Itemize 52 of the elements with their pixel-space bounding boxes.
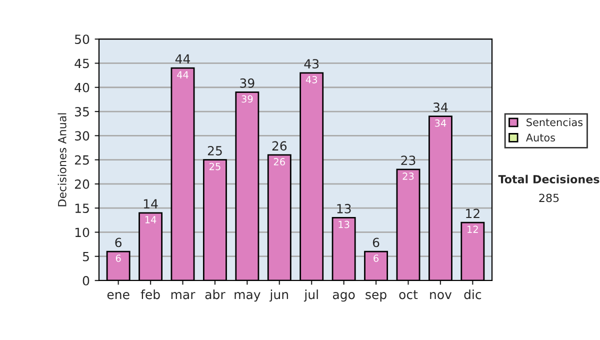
data-label: 26 [274,158,285,166]
y-tick-label: 0 [82,276,90,286]
data-label: 13 [338,220,350,228]
y-tick-label: 5 [82,252,89,262]
total-label: 44 [175,54,190,64]
y-tick-label: 50 [75,34,90,44]
text: Total Decisiones [498,174,600,184]
x-tick-label: jun [270,290,288,302]
data-label: 44 [177,71,188,78]
x-tick-label: sep [366,292,386,302]
x-tick-label: nov [430,292,452,300]
x-tick-label: dic [464,290,482,300]
data-label: 39 [242,95,253,103]
text: 285 [539,194,559,202]
x-tick-label: oct [399,290,418,300]
legend-label: Sentencias [526,118,583,126]
x-tick-label: feb [140,290,160,300]
y-tick-label: 15 [75,204,89,214]
total-label: 23 [401,156,416,166]
data-label: 23 [402,172,414,180]
x-tick-label: jul [304,290,318,302]
total-label: 43 [304,59,319,69]
total-label: 25 [208,146,222,156]
total-label: 26 [272,141,287,151]
x-tick-label: ene [107,292,130,300]
y-tick-label: 35 [75,106,89,116]
data-label: 12 [468,226,478,233]
total-label: 39 [240,78,254,88]
y-axis-title: Decisiones Anual [58,113,66,206]
total-label: 34 [433,102,448,112]
total-label: 12 [466,208,480,218]
data-label: 14 [145,216,156,224]
data-label: 34 [435,119,446,127]
x-tick-label: abr [205,290,226,300]
x-tick-label: may [234,292,260,302]
y-tick-label: 10 [75,228,90,238]
legend-label: Autos [526,134,556,142]
total-label: 6 [372,238,380,248]
total-label: 13 [337,204,351,214]
x-tick-label: mar [171,292,196,300]
y-tick-label: 45 [74,58,89,68]
y-tick-label: 40 [74,82,90,92]
total-label: 6 [115,238,122,248]
data-label: 6 [116,254,121,262]
data-label: 6 [374,254,379,262]
y-tick-label: 30 [75,131,90,141]
y-tick-label: 20 [74,179,90,189]
total-label: 14 [144,199,158,208]
x-tick-label: ago [332,292,355,302]
data-label: 25 [209,162,220,170]
y-tick-label: 25 [74,155,89,165]
data-label: 43 [306,76,318,84]
